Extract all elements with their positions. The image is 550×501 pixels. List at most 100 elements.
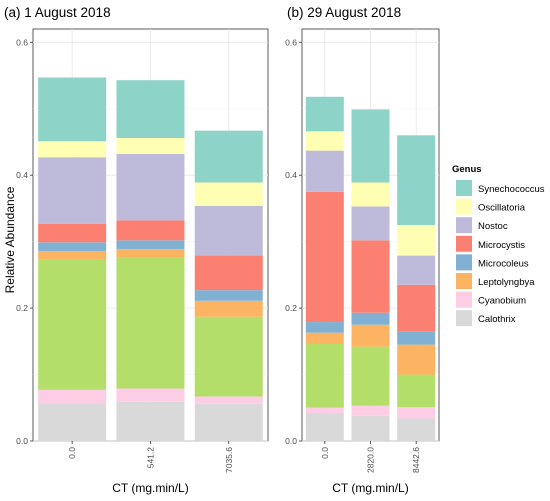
legend-label-leptolyngbya: Leptolyngbya: [478, 277, 535, 288]
bar-segment-nostoc: [397, 255, 436, 285]
legend-title: Genus: [452, 164, 482, 175]
bar-segment-calothrix: [305, 413, 344, 441]
panel-b-x-ticks: 0.0 2820.0 8442.6: [320, 441, 421, 473]
bar-segment-calothrix: [38, 403, 107, 441]
bar-segment-calothrix: [397, 418, 436, 441]
legend-items: Synechococcus Oscillatoria Nostoc Microcyst…: [456, 180, 545, 327]
bar-segment-microcystis: [194, 255, 263, 291]
panel-a-y-axis-title: Relative Abundance: [3, 186, 17, 293]
y-tick-label: 0.0: [285, 436, 297, 446]
bar-segment-dolichospermum: [397, 374, 436, 408]
bar-segment-microcystis: [351, 240, 390, 313]
legend-swatch-leptolyngbya: [456, 273, 472, 289]
bar-segment-calothrix: [351, 415, 390, 441]
bar-segment-synechococcus: [116, 80, 185, 138]
bar-segment-microcoleus: [305, 322, 344, 333]
bar-segment-microcystis: [116, 220, 185, 241]
bar-segment-leptolyngbya: [397, 344, 436, 375]
y-tick-label: 0.6: [285, 37, 297, 47]
panel-a-bars: [38, 77, 263, 441]
bar-segment-oscillatoria: [116, 137, 185, 154]
y-tick-label: 0.2: [16, 303, 28, 313]
x-tick-label: 2820.0: [366, 447, 376, 473]
bar-segment-oscillatoria: [305, 131, 344, 151]
legend-swatch-microcoleus: [456, 254, 472, 271]
x-tick-label: 7035.6: [224, 447, 234, 473]
bar-segment-dolichospermum: [38, 259, 107, 390]
panel-b: (b) 29 August 2018 0.0 0.2 0.4 0.6 0.0 2820.…: [285, 5, 440, 495]
panel-a-x-axis-title: CT (mg.min/L): [112, 481, 188, 495]
bar-segment-oscillatoria: [351, 182, 390, 207]
y-tick-label: 0.2: [285, 303, 297, 313]
panel-b-bars: [305, 96, 436, 441]
legend-swatch-nostoc: [456, 217, 472, 234]
bar-segment-cyanobium: [397, 407, 436, 419]
bar-segment-microcoleus: [397, 331, 436, 345]
x-tick-label: 8442.6: [411, 447, 421, 473]
bar-segment-nostoc: [38, 157, 107, 224]
bar-segment-calothrix: [194, 403, 263, 441]
legend-label-oscillatoria: Oscillatoria: [478, 203, 526, 214]
bar-segment-microcoleus: [116, 240, 185, 249]
bar-segment-nostoc: [116, 153, 185, 221]
bar-segment-synechococcus: [38, 77, 107, 142]
y-tick-label: 0.4: [285, 170, 297, 180]
bar-segment-oscillatoria: [194, 182, 263, 206]
legend: Genus Synechococcus Oscillatoria Nostoc Mic…: [452, 164, 545, 327]
bar-segment-nostoc: [305, 150, 344, 192]
bar-segment-synechococcus: [397, 135, 436, 226]
legend-label-microcoleus: Microcoleus: [478, 258, 529, 269]
bar-segment-oscillatoria: [397, 225, 436, 256]
x-tick-label: 0.0: [320, 447, 330, 459]
panel-b-y-ticks: 0.0 0.2 0.4 0.6: [285, 37, 302, 446]
legend-label-cyanobium: Cyanobium: [478, 296, 526, 307]
bar-segment-microcystis: [305, 191, 344, 323]
bar-segment-cyanobium: [305, 407, 344, 414]
bar-segment-microcystis: [38, 223, 107, 243]
bar-segment-synechococcus: [305, 96, 344, 132]
panel-a-title: (a) 1 August 2018: [4, 5, 111, 20]
y-tick-label: 0.6: [16, 37, 28, 47]
bar-segment-leptolyngbya: [305, 332, 344, 344]
legend-label-nostoc: Nostoc: [478, 221, 508, 232]
bar-segment-leptolyngbya: [38, 250, 107, 260]
bar-segment-microcoleus: [38, 242, 107, 251]
y-tick-label: 0.4: [16, 170, 28, 180]
legend-swatch-cyanobium: [456, 291, 472, 308]
legend-label-calothrix: Calothrix: [478, 314, 516, 325]
legend-swatch-synechococcus: [456, 180, 472, 196]
bar-segment-calothrix: [116, 401, 185, 441]
bar-segment-nostoc: [194, 205, 263, 256]
y-tick-label: 0.0: [16, 436, 28, 446]
bar-segment-dolichospermum: [305, 343, 344, 408]
bar-segment-microcoleus: [351, 312, 390, 325]
x-tick-label: 541.2: [145, 447, 155, 469]
bar-segment-synechococcus: [194, 130, 263, 183]
bar-segment-synechococcus: [351, 109, 390, 183]
bar-segment-microcystis: [397, 284, 436, 332]
bar-segment-cyanobium: [116, 388, 185, 402]
legend-swatch-microcystis: [456, 235, 472, 252]
panel-a: (a) 1 August 2018 0.0 0.2 0.4 0.6 0.0 541.2 7…: [3, 5, 269, 495]
bar-segment-cyanobium: [194, 396, 263, 404]
panel-a-y-ticks: 0.0 0.2 0.4 0.6: [16, 37, 33, 446]
bar-segment-microcoleus: [194, 290, 263, 301]
bar-segment-oscillatoria: [38, 141, 107, 158]
bar-segment-dolichospermum: [351, 346, 390, 406]
legend-label-synechococcus: Synechococcus: [478, 184, 545, 195]
bar-segment-leptolyngbya: [351, 324, 390, 347]
bar-segment-cyanobium: [351, 405, 390, 416]
legend-swatch-oscillatoria: [456, 198, 472, 215]
x-tick-label: 0.0: [67, 447, 77, 459]
legend-swatch-calothrix: [456, 310, 472, 327]
bar-segment-dolichospermum: [194, 316, 263, 397]
bar-segment-dolichospermum: [116, 257, 185, 389]
panel-b-x-axis-title: CT (mg.min/L): [332, 481, 408, 495]
panel-b-title: (b) 29 August 2018: [287, 5, 401, 20]
panel-a-x-ticks: 0.0 541.2 7035.6: [67, 441, 234, 473]
bar-segment-leptolyngbya: [116, 248, 185, 258]
bar-segment-cyanobium: [38, 389, 107, 404]
legend-label-microcystis: Microcystis: [478, 240, 525, 251]
bar-segment-leptolyngbya: [194, 300, 263, 317]
